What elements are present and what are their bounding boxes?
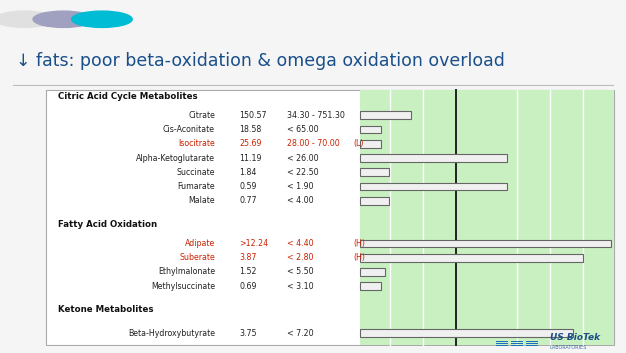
- Text: 34.30 - 751.30: 34.30 - 751.30: [287, 111, 346, 120]
- Bar: [496, 345, 508, 346]
- Bar: [360, 140, 381, 148]
- Text: < 4.00: < 4.00: [287, 196, 314, 205]
- Text: < 7.20: < 7.20: [287, 329, 314, 337]
- Text: Citric Acid Cycle Metabolites: Citric Acid Cycle Metabolites: [58, 91, 197, 101]
- Text: Cis-Aconitate: Cis-Aconitate: [163, 125, 215, 134]
- Text: Alpha-Ketoglutarate: Alpha-Ketoglutarate: [136, 154, 215, 162]
- Text: 0.59: 0.59: [239, 182, 257, 191]
- Text: 1.52: 1.52: [239, 268, 257, 276]
- Text: < 4.40: < 4.40: [287, 239, 314, 248]
- Text: < 1.90: < 1.90: [287, 182, 314, 191]
- Circle shape: [0, 11, 55, 28]
- Text: 150.57: 150.57: [239, 111, 267, 120]
- Bar: [360, 183, 507, 190]
- Text: < 65.00: < 65.00: [287, 125, 319, 134]
- Text: 3.87: 3.87: [239, 253, 257, 262]
- Text: US BioTek: US BioTek: [550, 333, 600, 342]
- Bar: [526, 341, 538, 342]
- Bar: [360, 282, 381, 290]
- Bar: [360, 254, 583, 262]
- Text: Succinate: Succinate: [177, 168, 215, 177]
- Bar: [526, 343, 538, 345]
- Text: (H): (H): [354, 239, 366, 248]
- Bar: [360, 240, 611, 247]
- Text: >12.24: >12.24: [239, 239, 268, 248]
- Text: (H): (H): [354, 253, 366, 262]
- Text: Citrate: Citrate: [188, 111, 215, 120]
- Bar: [360, 112, 411, 119]
- Text: 25.69: 25.69: [239, 139, 262, 148]
- Text: 1.84: 1.84: [239, 168, 257, 177]
- Text: < 22.50: < 22.50: [287, 168, 319, 177]
- Text: < 3.10: < 3.10: [287, 282, 314, 291]
- Text: < 2.80: < 2.80: [287, 253, 314, 262]
- Text: < 26.00: < 26.00: [287, 154, 319, 162]
- Bar: [360, 126, 381, 133]
- Bar: [360, 154, 507, 162]
- Text: ↓ fats: poor beta-oxidation & omega oxidation overload: ↓ fats: poor beta-oxidation & omega oxid…: [16, 52, 505, 70]
- Circle shape: [33, 11, 94, 28]
- Text: Methylsuccinate: Methylsuccinate: [151, 282, 215, 291]
- Text: Ketone Metabolites: Ketone Metabolites: [58, 305, 153, 314]
- Text: Fumarate: Fumarate: [177, 182, 215, 191]
- Bar: [360, 197, 389, 205]
- Text: 18.58: 18.58: [239, 125, 261, 134]
- Bar: [360, 268, 385, 276]
- Bar: [360, 329, 573, 337]
- Text: LABORATORIES: LABORATORIES: [550, 345, 587, 350]
- Bar: [496, 341, 508, 342]
- Text: (L): (L): [354, 139, 364, 148]
- Text: Malate: Malate: [188, 196, 215, 205]
- Text: 11.19: 11.19: [239, 154, 262, 162]
- Text: Isocitrate: Isocitrate: [178, 139, 215, 148]
- Text: Suberate: Suberate: [179, 253, 215, 262]
- Circle shape: [71, 11, 132, 28]
- FancyBboxPatch shape: [46, 90, 613, 345]
- Text: Fatty Acid Oxidation: Fatty Acid Oxidation: [58, 220, 157, 229]
- Text: Ethylmalonate: Ethylmalonate: [158, 268, 215, 276]
- Bar: [511, 341, 523, 342]
- Text: 28.00 - 70.00: 28.00 - 70.00: [287, 139, 340, 148]
- FancyBboxPatch shape: [360, 90, 613, 345]
- Text: < 5.50: < 5.50: [287, 268, 314, 276]
- Bar: [511, 345, 523, 346]
- Text: 3.75: 3.75: [239, 329, 257, 337]
- Bar: [360, 168, 389, 176]
- Text: 0.69: 0.69: [239, 282, 257, 291]
- Bar: [496, 343, 508, 345]
- Bar: [511, 343, 523, 345]
- Text: Beta-Hydroxybutyrate: Beta-Hydroxybutyrate: [128, 329, 215, 337]
- Text: 0.77: 0.77: [239, 196, 257, 205]
- Bar: [526, 345, 538, 346]
- Text: Adipate: Adipate: [185, 239, 215, 248]
